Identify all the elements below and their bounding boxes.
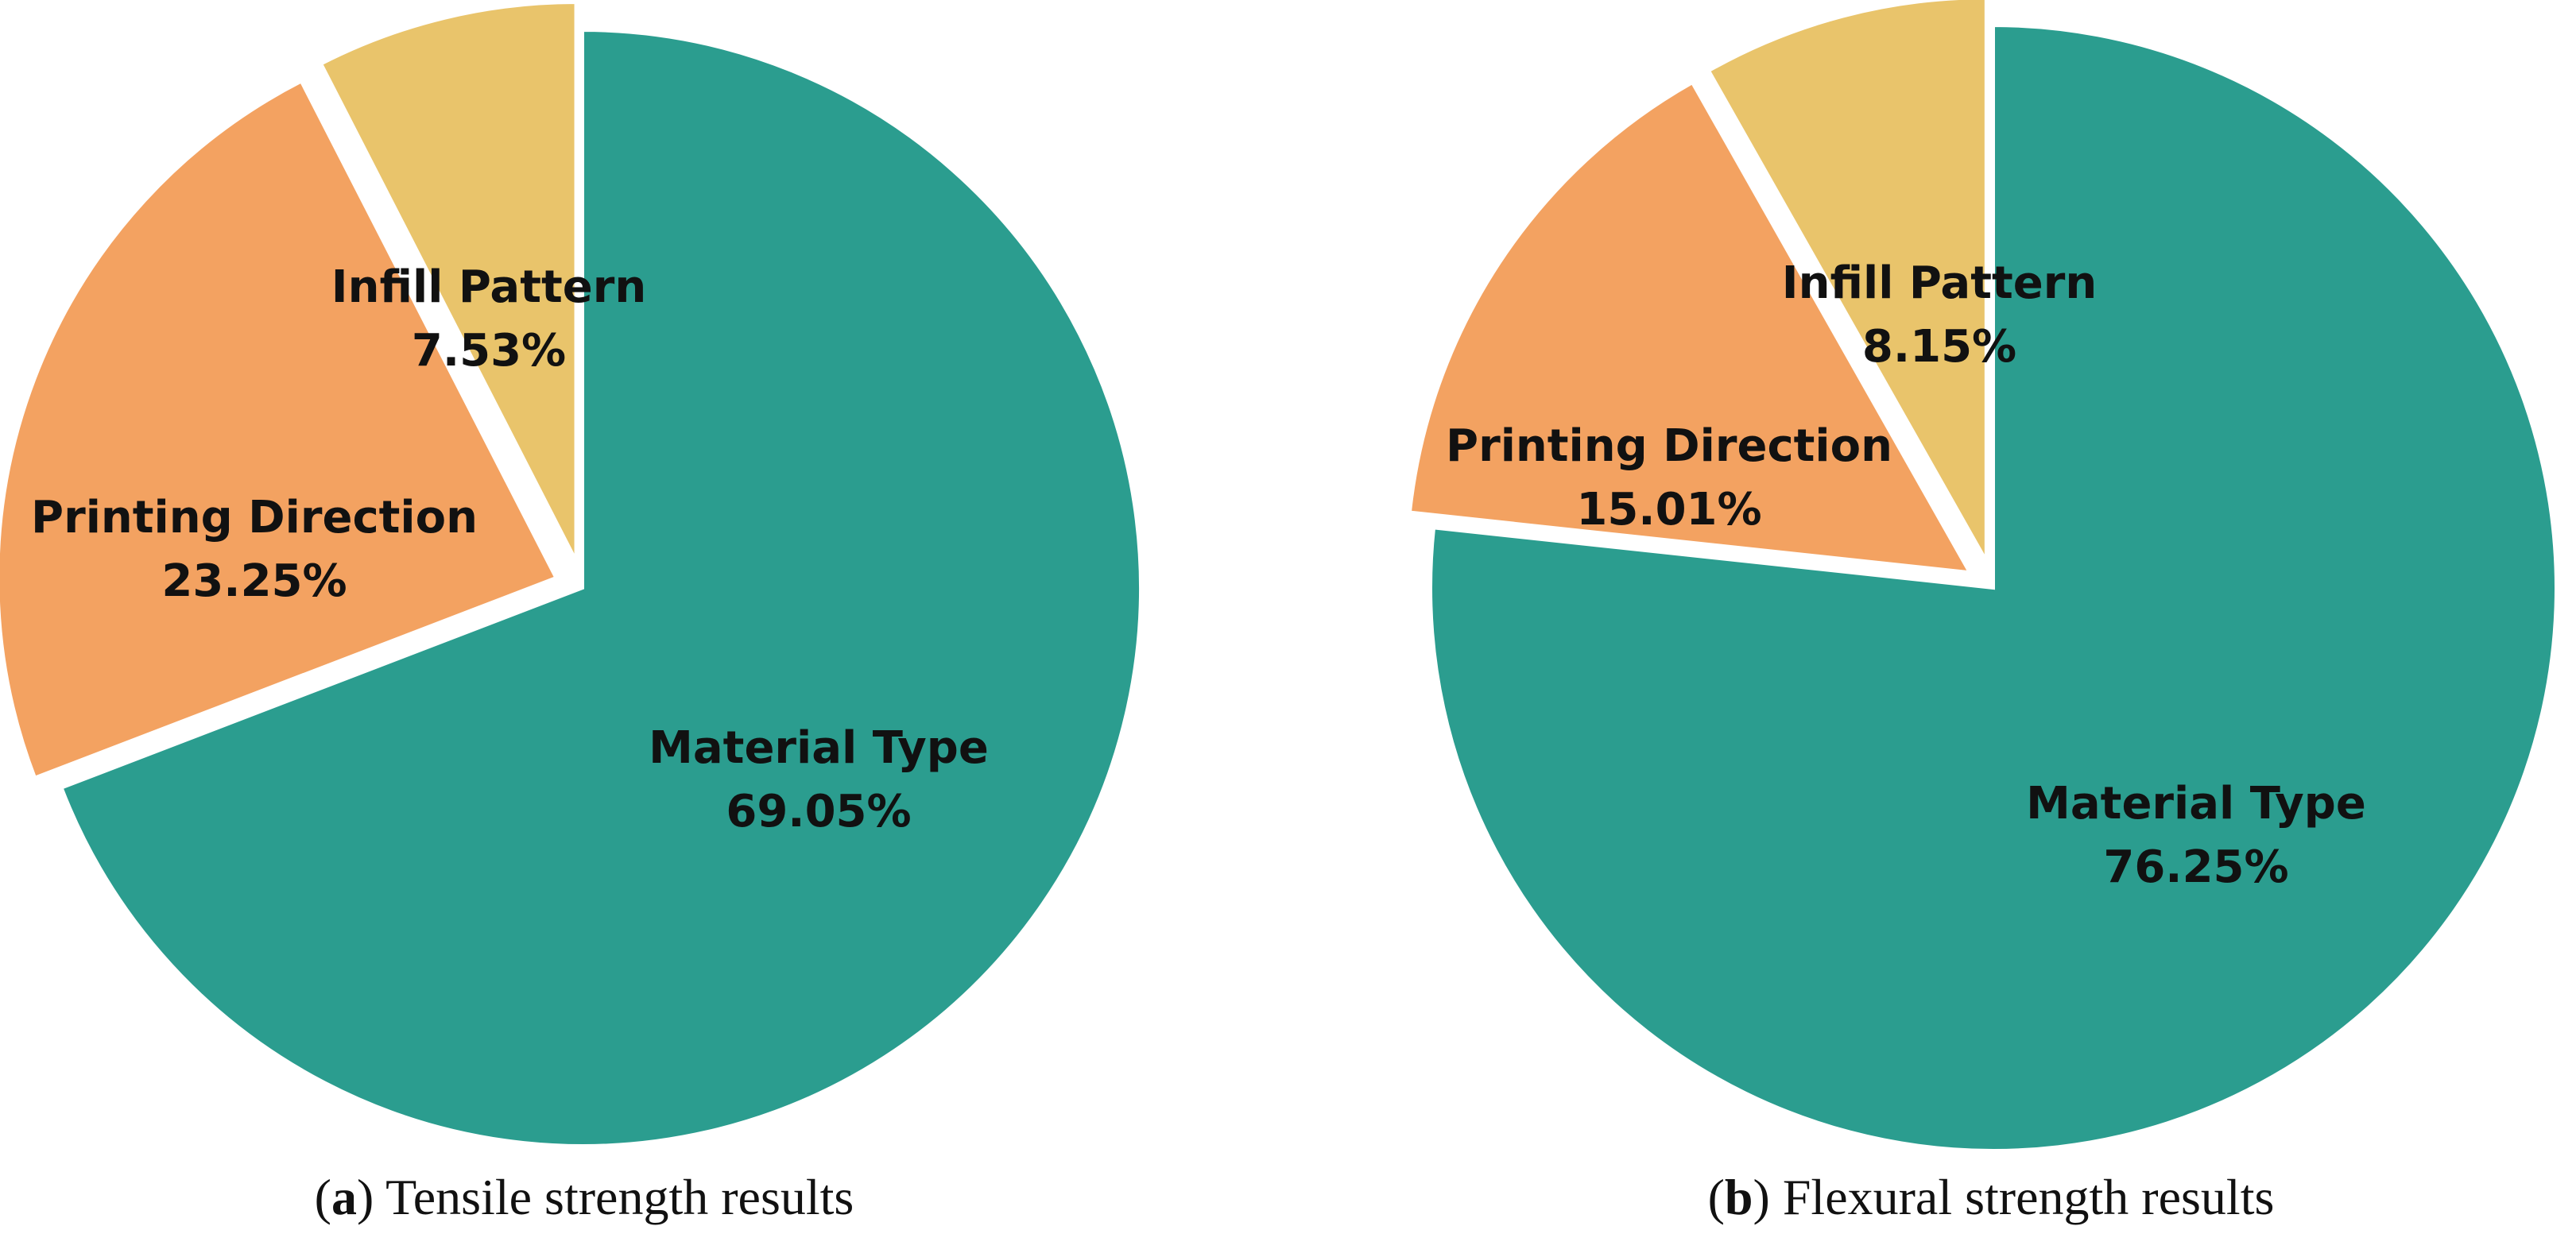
- caption-a-letter: a: [331, 1169, 357, 1225]
- slice-label-material-type: Material Type: [649, 722, 989, 774]
- pie-chart-a: Material Type 69.05% Printing Direction 23.…: [0, 1, 1142, 1147]
- slice-value-printing-direction: 23.25%: [161, 555, 347, 607]
- caption-b: (b) Flexural strength results: [1707, 1169, 2275, 1225]
- caption-a: (a) Tensile strength results: [314, 1169, 854, 1225]
- pie-slice-infill-pattern: [1706, 0, 1988, 567]
- slice-value-printing-direction: 15.01%: [1576, 484, 1761, 536]
- pie-slice-printing-direction: [1408, 80, 1973, 574]
- caption-a-text: Tensile strength results: [385, 1169, 854, 1225]
- pie-slice-infill-pattern: [319, 1, 578, 561]
- slice-label-material-type: Material Type: [2026, 778, 2366, 830]
- pie-slice-material-type: [1429, 23, 2558, 1152]
- slice-label-printing-direction: Printing Direction: [1446, 420, 1892, 472]
- slice-value-material-type: 69.05%: [726, 786, 911, 837]
- slice-value-infill-pattern: 8.15%: [1862, 321, 2016, 373]
- pie-chart-b: Material Type 76.25% Printing Direction 15.…: [1408, 0, 2558, 1152]
- caption-b-text: Flexural strength results: [1782, 1169, 2275, 1225]
- slice-label-infill-pattern: Infill Pattern: [331, 261, 646, 313]
- pie-slice-printing-direction: [0, 79, 559, 780]
- slice-label-printing-direction: Printing Direction: [31, 492, 478, 543]
- slice-value-infill-pattern: 7.53%: [412, 325, 566, 377]
- caption-b-letter: b: [1724, 1169, 1753, 1225]
- pie-slice-material-type: [60, 28, 1142, 1147]
- slice-label-infill-pattern: Infill Pattern: [1782, 257, 2097, 309]
- slice-value-material-type: 76.25%: [2103, 841, 2288, 893]
